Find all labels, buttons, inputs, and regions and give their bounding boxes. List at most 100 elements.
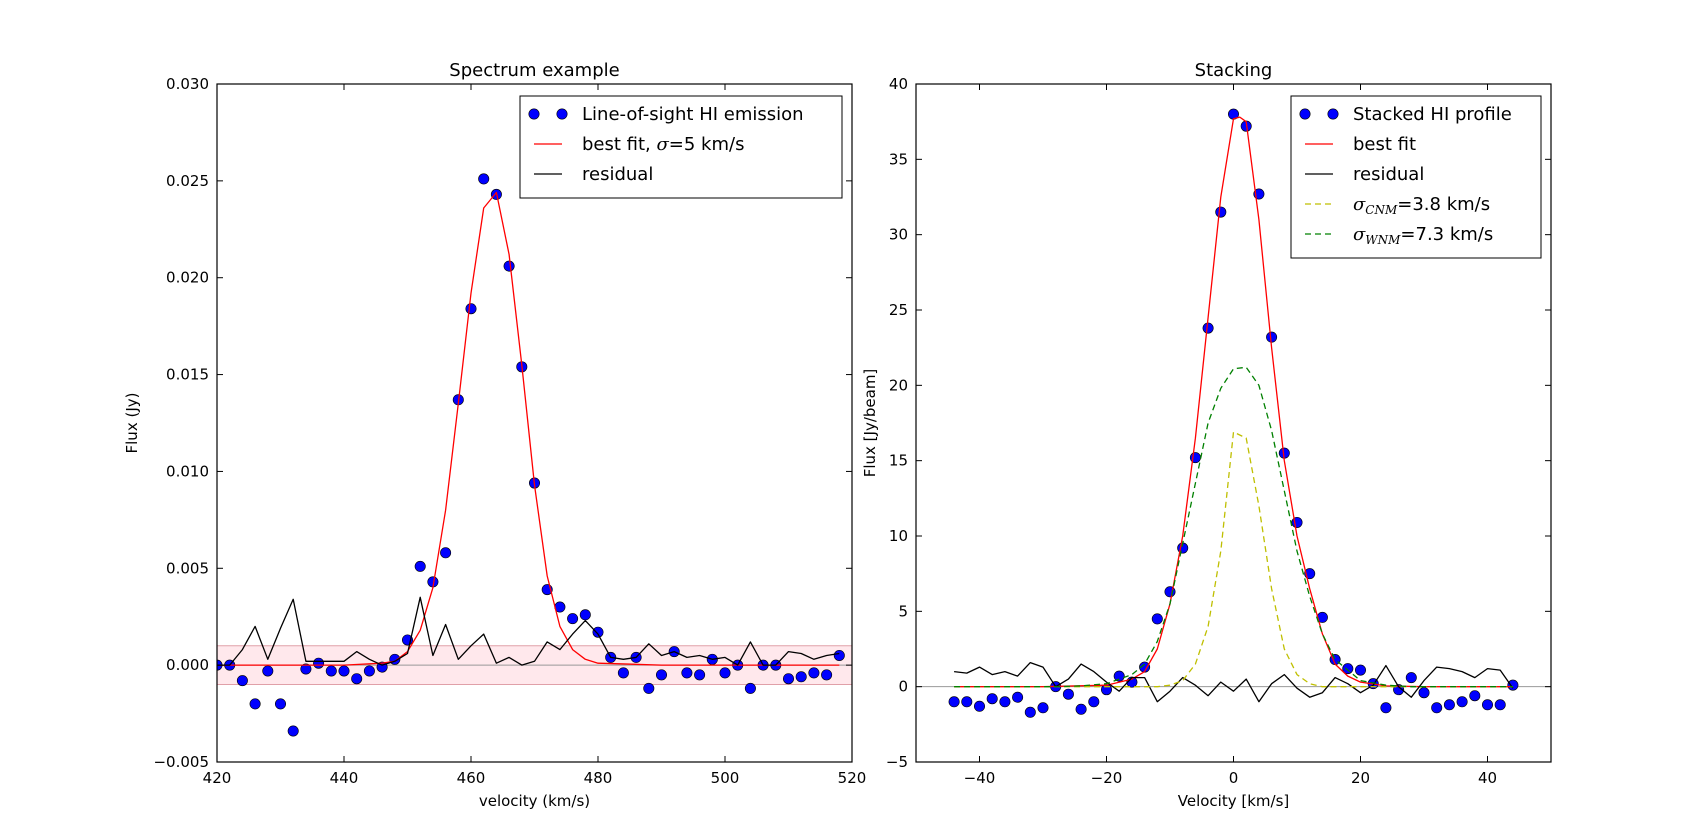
data-point [1291,516,1303,528]
data-point [782,673,794,685]
legend-marker [556,108,568,120]
x-tick-label: 460 [457,769,486,787]
x-tick-label: 500 [711,769,740,787]
data-point [274,698,286,710]
legend-label: Stacked HI profile [1353,104,1512,125]
data-point [1202,322,1214,334]
data-point [1101,684,1113,696]
legend-item: residual [534,164,653,185]
data-point [1494,699,1506,711]
data-point [961,696,973,708]
x-tick-label: −20 [1091,769,1123,787]
y-tick-label: −0.005 [153,753,209,771]
data-point [351,673,363,685]
data-point [465,303,477,315]
data-point [999,696,1011,708]
series-line-sigma-wnm [954,366,1513,688]
y-tick-label: 35 [889,150,908,168]
plot-area [217,173,852,737]
data-point [744,682,756,694]
legend: Stacked HI profile best fit residual σCNM=3… [1290,95,1542,259]
data-point [1088,696,1100,708]
x-axis-label: velocity (km/s) [479,792,590,810]
legend-label: residual [582,164,653,185]
data-point [1037,702,1049,714]
data-point [1507,679,1519,691]
data-point [592,626,604,638]
data-point [1012,691,1024,703]
legend-marker [1299,108,1311,120]
legend-item: best fit [1305,134,1416,155]
data-point [948,696,960,708]
legend-item: σWNM=7.3 km/s [1305,224,1493,247]
legend-label: Line-of-sight HI emission [582,104,804,125]
data-point [1431,702,1443,714]
data-point [1164,586,1176,598]
data-point [1215,206,1227,218]
data-point [1456,696,1468,708]
data-point [1482,699,1494,711]
legend-item: Stacked HI profile [1299,104,1512,125]
data-point [1342,663,1354,675]
data-point [1024,706,1036,718]
data-point [579,609,591,621]
series-line-best-fit [954,116,1513,688]
data-point [1062,688,1074,700]
data-point [655,669,667,681]
x-tick-label: 440 [330,769,359,787]
y-tick-label: 0.030 [166,75,209,93]
chart-title: Stacking [1195,60,1273,81]
y-tick-label: 30 [889,226,908,244]
data-point [1355,664,1367,676]
data-point [414,560,426,572]
data-point [249,698,261,710]
data-point [719,667,731,679]
data-point [236,675,248,687]
legend-box [519,95,843,199]
x-tick-label: 480 [584,769,613,787]
legend-label: best fit [1353,134,1416,155]
data-point [567,613,579,625]
x-tick-label: 0 [1229,769,1239,787]
chart-panel-1: 420 440 460 480 500 520 −0.005 0.000 0.005 0.010 0… [123,60,866,810]
x-tick-label: 40 [1478,769,1497,787]
legend-item: residual [1305,164,1424,185]
legend-item: best fit, σ=5 km/s [534,134,744,155]
data-point [1075,703,1087,715]
data-point [338,665,350,677]
legend: Line-of-sight HI emission best fit, σ=5 k… [519,95,843,199]
x-tick-label: 420 [203,769,232,787]
data-point [478,173,490,185]
data-point [363,665,375,677]
data-point [300,663,312,675]
data-point [313,657,325,669]
legend-item: Line-of-sight HI emission [528,104,804,125]
y-tick-label: 0.025 [166,172,209,190]
y-tick-label: 5 [898,602,908,620]
plot-area [916,108,1551,718]
data-point [1151,613,1163,625]
data-point [287,725,299,737]
y-axis-label: Flux [Jy/beam] [861,369,879,478]
axes-frame [216,83,853,763]
data-point [694,669,706,681]
legend-box [1290,95,1542,259]
data-point [643,682,655,694]
data-point [833,649,845,661]
series-line-sigma-cnm [954,431,1513,688]
data-point [1113,670,1125,682]
data-point [1266,331,1278,343]
data-point [1469,690,1481,702]
legend-marker [1327,108,1339,120]
data-point [986,693,998,705]
data-point [1418,687,1430,699]
data-point [973,700,985,712]
data-point [808,667,820,679]
legend-marker [528,108,540,120]
y-tick-label: 10 [889,527,908,545]
data-point [795,671,807,683]
x-axis-label: Velocity [km/s] [1178,792,1289,810]
data-point [617,667,629,679]
y-tick-label: −5 [886,753,908,771]
